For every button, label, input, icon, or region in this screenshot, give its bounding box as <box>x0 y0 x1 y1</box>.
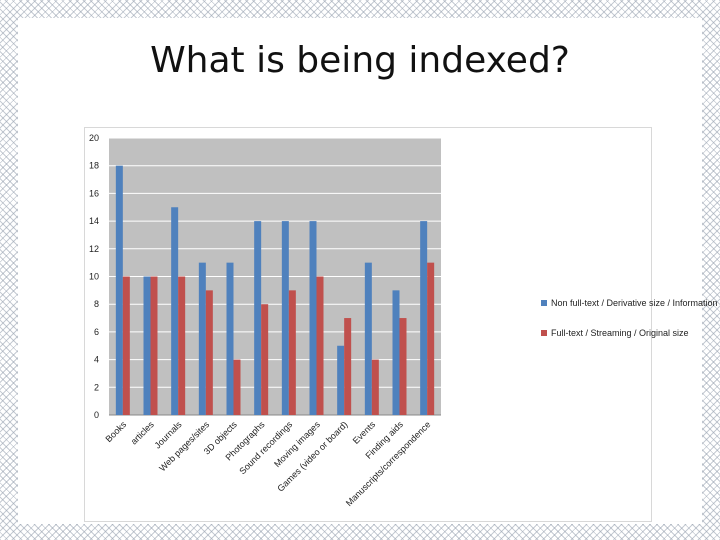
bar-series-2-3 <box>205 290 213 415</box>
bar-series-1-10 <box>392 290 400 415</box>
y-tick-label: 0 <box>94 410 99 420</box>
bar-series-1-5 <box>254 221 262 415</box>
y-tick-label: 20 <box>89 133 99 143</box>
y-tick-label: 4 <box>94 355 99 365</box>
legend-item-2: Full-text / Streaming / Original size <box>541 327 720 339</box>
bar-series-1-11 <box>420 221 428 415</box>
x-category-label: Events <box>351 419 378 446</box>
bar-series-2-10 <box>399 318 407 415</box>
bar-series-2-0 <box>122 276 130 415</box>
bar-series-1-0 <box>115 165 123 415</box>
slide-title: What is being indexed? <box>150 40 570 81</box>
legend-item-1: Non full-text / Derivative size / Inform… <box>541 297 720 309</box>
y-tick-label: 6 <box>94 327 99 337</box>
legend-swatch <box>541 300 547 306</box>
bar-series-1-9 <box>364 262 372 415</box>
legend-swatch <box>541 330 547 336</box>
bar-series-1-3 <box>198 262 206 415</box>
y-tick-label: 14 <box>89 216 99 226</box>
chart-frame: 0 2 4 6 8 10 12 14 16 18 20 Books articles Journals We… <box>84 127 720 522</box>
y-tick-label: 16 <box>89 188 99 198</box>
y-tick-label: 10 <box>89 272 99 282</box>
bar-series-2-2 <box>178 276 186 415</box>
bar-series-2-9 <box>371 359 379 415</box>
y-tick-label: 2 <box>94 382 99 392</box>
bar-series-1-4 <box>226 262 234 415</box>
bar-series-2-4 <box>233 359 241 415</box>
x-category-label: Books <box>103 419 128 444</box>
bar-series-2-1 <box>150 276 158 415</box>
bar-series-2-6 <box>288 290 296 415</box>
bar-series-2-11 <box>427 262 435 415</box>
bar-series-1-7 <box>309 221 317 415</box>
legend-label: Full-text / Streaming / Original size <box>551 328 689 338</box>
bar-series-1-8 <box>337 345 345 415</box>
legend-label: Non full-text / Derivative size / Inform… <box>551 298 720 308</box>
bar-series-2-5 <box>261 304 269 415</box>
bar-series-1-1 <box>143 276 151 415</box>
y-tick-label: 8 <box>94 299 99 309</box>
bar-series-1-2 <box>171 207 179 415</box>
bar-series-2-8 <box>344 318 352 415</box>
x-category-label: Web pages/sites <box>157 419 211 473</box>
bar-series-1-6 <box>281 221 289 415</box>
y-tick-label: 18 <box>89 161 99 171</box>
bar-series-2-7 <box>316 276 324 415</box>
y-tick-label: 12 <box>89 244 99 254</box>
